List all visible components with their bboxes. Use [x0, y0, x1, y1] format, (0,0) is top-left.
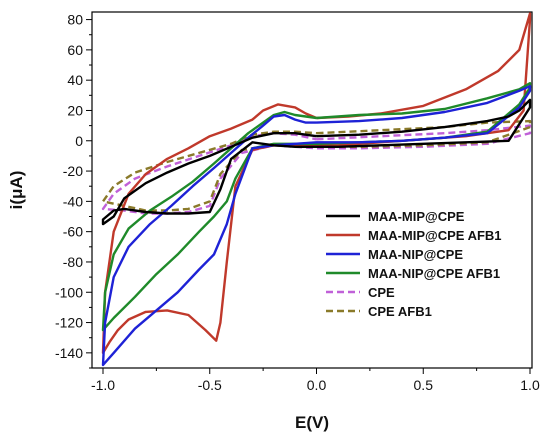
series-line-2 [101, 85, 532, 367]
y-tick-label: -120 [55, 315, 83, 331]
y-tick-label: 80 [67, 12, 83, 28]
y-tick-label: 20 [67, 102, 83, 118]
y-tick-label: 60 [67, 42, 83, 58]
y-tick-label: -60 [63, 224, 83, 240]
y-axis-title: i(μA) [7, 171, 26, 210]
y-axis: -140 -120 -100 -80 -60 -40 -20 0 20 40 60 80 [55, 12, 92, 369]
x-tick-label: 0.0 [307, 377, 327, 393]
legend-label: CPE AFB1 [368, 304, 432, 319]
x-axis-title: E(V) [295, 413, 329, 432]
y-tick-label: 0 [75, 133, 83, 149]
x-tick-label: 0.5 [414, 377, 434, 393]
y-tick-label: -100 [55, 284, 83, 300]
x-tick-label: 1.0 [520, 377, 540, 393]
legend-label: MAA-MIP@CPE [368, 209, 465, 224]
series-line-0 [101, 98, 532, 226]
series-line-1 [101, 12, 532, 355]
series-line-4 [101, 124, 532, 215]
legend-label: CPE [368, 285, 395, 300]
x-tick-label: -0.5 [198, 377, 222, 393]
y-tick-label: -140 [55, 345, 83, 361]
plot-frame [91, 11, 533, 369]
series-layer [101, 12, 532, 367]
legend-label: MAA-NIP@CPE [368, 247, 463, 262]
y-tick-label: 40 [67, 72, 83, 88]
x-tick-label: -1.0 [91, 377, 115, 393]
y-tick-label: -40 [63, 193, 83, 209]
plot-area [91, 11, 533, 369]
y-tick-label: -80 [63, 254, 83, 270]
x-axis: -1.0 -0.5 0.0 0.5 1.0 [91, 368, 540, 393]
legend: MAA-MIP@CPE MAA-MIP@CPE AFB1 MAA-NIP@CPE MA… [326, 209, 502, 319]
y-tick-label: -20 [63, 163, 83, 179]
legend-label: MAA-NIP@CPE AFB1 [368, 266, 500, 281]
series-line-5 [101, 119, 532, 212]
legend-label: MAA-MIP@CPE AFB1 [368, 228, 502, 243]
